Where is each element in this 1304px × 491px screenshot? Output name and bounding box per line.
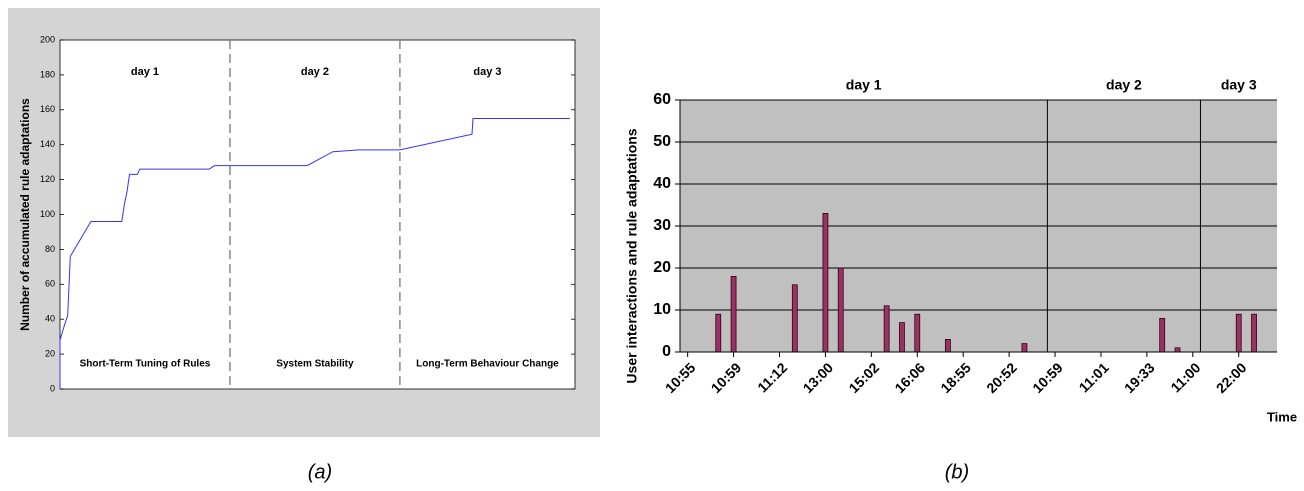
x-tick-label: 13:00 bbox=[800, 359, 837, 396]
region-label: Long-Term Behaviour Change bbox=[416, 359, 559, 370]
caption: (a) bbox=[308, 461, 332, 483]
x-tick-label: 11:12 bbox=[754, 359, 790, 395]
bar bbox=[914, 313, 921, 353]
y-tick-label: 10 bbox=[653, 301, 671, 318]
x-tick-label: 15:02 bbox=[845, 359, 882, 396]
region-label: Short-Term Tuning of Rules bbox=[80, 359, 211, 370]
bar bbox=[1251, 313, 1257, 353]
y-tick-label: 40 bbox=[45, 314, 55, 324]
y-tick-label: 100 bbox=[40, 209, 55, 219]
x-tick-label: 19:33 bbox=[1121, 359, 1158, 396]
y-tick-label: 60 bbox=[45, 279, 55, 289]
y-tick-label: 40 bbox=[653, 175, 671, 192]
y-tick-label: 0 bbox=[662, 343, 671, 360]
bar bbox=[1235, 313, 1242, 353]
x-tick-label: 10:59 bbox=[708, 359, 745, 396]
bar bbox=[837, 267, 844, 353]
bar bbox=[899, 322, 905, 353]
bar bbox=[1159, 317, 1166, 353]
y-tick-label: 20 bbox=[45, 348, 55, 358]
x-tick-label: 10:59 bbox=[1029, 359, 1066, 396]
bar bbox=[791, 284, 798, 353]
region-label: System Stability bbox=[276, 359, 354, 370]
x-tick-label: 22:00 bbox=[1213, 359, 1250, 396]
y-tick-label: 60 bbox=[653, 91, 671, 108]
y-axis-label: User interactions and rule adaptations bbox=[624, 128, 640, 383]
day-label: day 2 bbox=[1106, 77, 1142, 93]
y-tick-label: 120 bbox=[40, 174, 55, 184]
x-axis-label: Time bbox=[1267, 409, 1297, 424]
day-label: day 1 bbox=[131, 66, 159, 78]
x-tick-label: 16:06 bbox=[891, 359, 928, 396]
data-line bbox=[59, 118, 570, 389]
bar bbox=[715, 313, 722, 353]
x-tick-label: 20:52 bbox=[983, 359, 1020, 396]
bar bbox=[822, 212, 829, 353]
x-tick-label: 18:55 bbox=[937, 359, 974, 396]
bar bbox=[1174, 347, 1181, 353]
y-tick-label: 50 bbox=[653, 133, 671, 150]
day-label: day 1 bbox=[846, 77, 882, 93]
x-tick-label: 11:00 bbox=[1167, 359, 1203, 395]
plot-a-area bbox=[59, 39, 576, 390]
y-tick-label: 30 bbox=[653, 217, 671, 234]
bar bbox=[944, 338, 951, 353]
y-tick-label: 180 bbox=[40, 69, 55, 79]
y-tick-label: 20 bbox=[653, 259, 671, 276]
day-label: day 2 bbox=[301, 66, 329, 78]
bar bbox=[730, 275, 737, 353]
day-label: day 3 bbox=[1221, 77, 1257, 93]
bar bbox=[883, 305, 890, 353]
day-label: day 3 bbox=[473, 66, 501, 78]
x-tick-label: 11:01 bbox=[1076, 359, 1112, 395]
y-tick-label: 160 bbox=[40, 104, 55, 114]
y-tick-label: 140 bbox=[40, 139, 55, 149]
y-tick-label: 200 bbox=[40, 34, 55, 44]
x-tick-label: 10:55 bbox=[662, 359, 699, 396]
y-axis-label: Number of accumulated rule adaptations bbox=[18, 98, 32, 331]
bar bbox=[1021, 343, 1028, 353]
y-tick-label: 80 bbox=[45, 244, 55, 254]
y-tick-label: 0 bbox=[50, 383, 55, 393]
caption: (b) bbox=[945, 461, 969, 483]
